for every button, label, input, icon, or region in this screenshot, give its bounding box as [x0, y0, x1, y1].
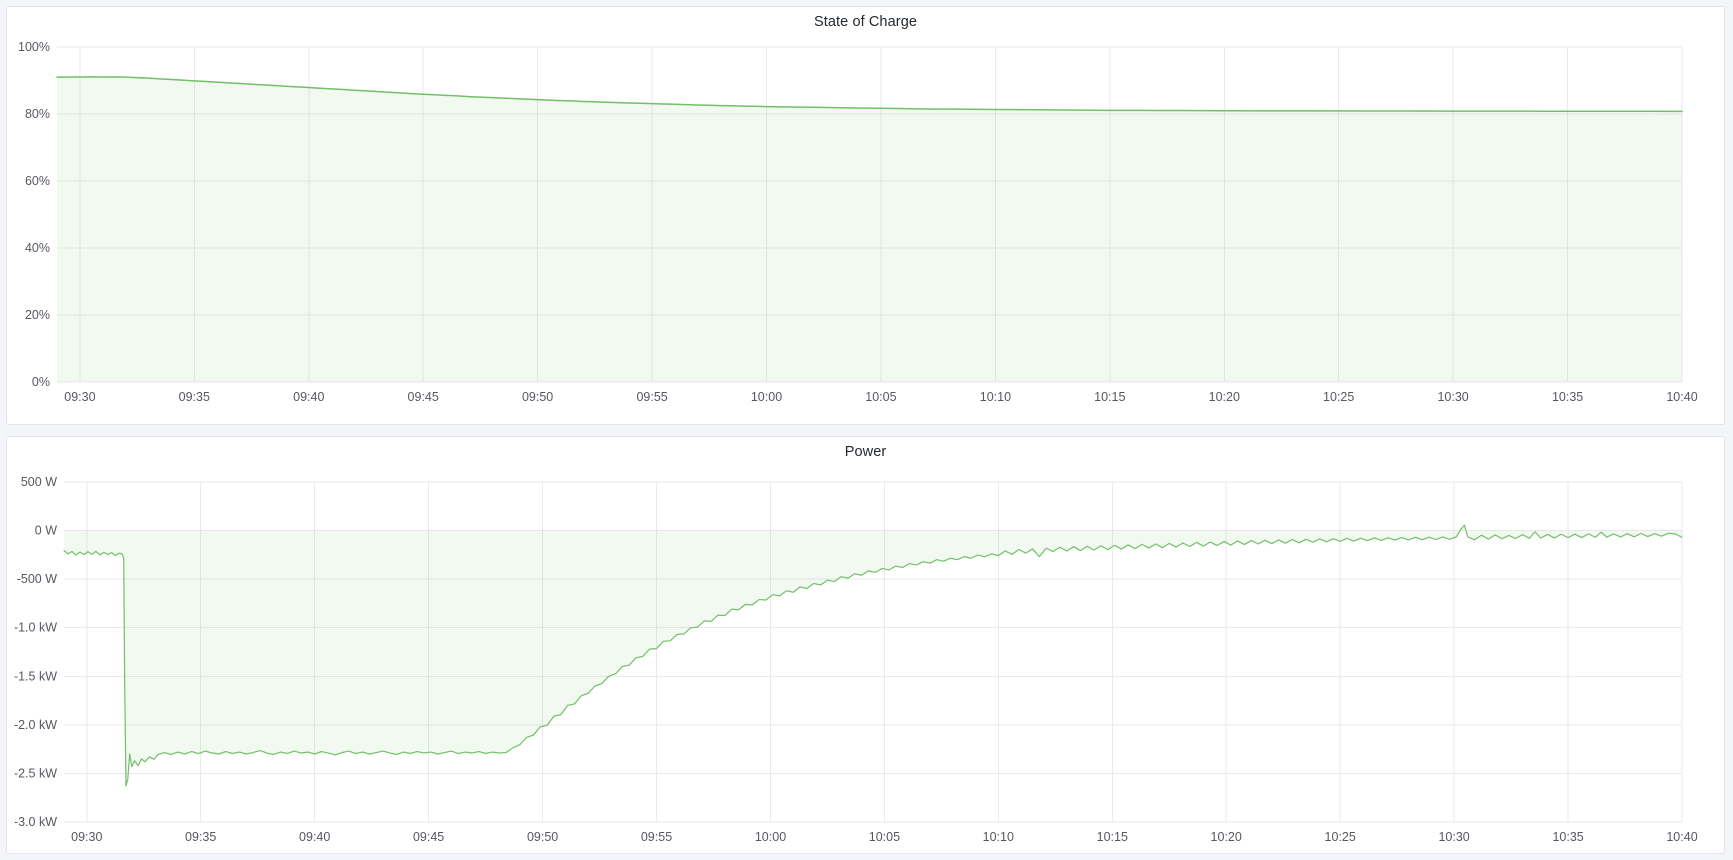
panel-title-power: Power	[844, 444, 887, 460]
x-tick-label: 10:30	[1437, 390, 1468, 404]
panel-header-state-of-charge[interactable]: State of Charge	[7, 7, 1724, 37]
x-tick-label: 09:35	[179, 390, 210, 404]
x-tick-label: 10:05	[869, 830, 900, 844]
x-tick-label: 09:55	[641, 830, 672, 844]
x-tick-label: 09:45	[413, 830, 444, 844]
x-tick-label: 09:30	[64, 390, 95, 404]
y-tick-label: 0 W	[35, 524, 57, 538]
power-series-area	[64, 525, 1682, 787]
x-tick-label: 09:50	[527, 830, 558, 844]
x-tick-label: 10:15	[1094, 390, 1125, 404]
x-tick-label: 10:25	[1325, 830, 1356, 844]
x-tick-label: 10:20	[1211, 830, 1242, 844]
soc-series-area	[57, 76, 1682, 382]
x-tick-label: 10:05	[865, 390, 896, 404]
y-tick-label: 500 W	[21, 475, 57, 489]
y-tick-label: 40%	[25, 241, 50, 255]
y-tick-label: -500 W	[17, 572, 57, 586]
power-svg: 500 W 0 W -500 W -1.0 kW -1.5 kW -2.0 kW -2.5 …	[14, 475, 1698, 844]
y-tick-label: -2.0 kW	[14, 718, 57, 732]
x-tick-label: 09:45	[408, 390, 439, 404]
x-tick-label: 10:35	[1552, 830, 1583, 844]
x-tick-label: 10:25	[1323, 390, 1354, 404]
x-tick-label: 10:10	[983, 830, 1014, 844]
state-of-charge-chart-plot[interactable]: 100% 80% 60% 40% 20% 0% 09:30 09:35 09:40 09:45 09…	[7, 37, 1724, 424]
x-tick-label: 09:40	[293, 390, 324, 404]
x-tick-label: 10:40	[1666, 390, 1697, 404]
y-tick-label: -3.0 kW	[14, 815, 57, 829]
panel-header-power[interactable]: Power	[7, 437, 1724, 467]
y-tick-label: -1.0 kW	[14, 621, 57, 635]
x-tick-label: 09:40	[299, 830, 330, 844]
soc-series-line	[56, 76, 1683, 113]
soc-svg: 100% 80% 60% 40% 20% 0% 09:30 09:35 09:40 09:45 09…	[18, 40, 1698, 404]
y-tick-label: 100%	[18, 40, 50, 54]
x-tick-label: 10:15	[1097, 830, 1128, 844]
y-tick-label: 0%	[32, 375, 50, 389]
x-tick-label: 10:40	[1666, 830, 1697, 844]
x-tick-label: 10:00	[751, 390, 782, 404]
y-tick-label: 60%	[25, 174, 50, 188]
y-tick-label: -1.5 kW	[14, 669, 57, 683]
x-tick-label: 09:55	[636, 390, 667, 404]
x-tick-label: 09:35	[185, 830, 216, 844]
x-tick-label: 10:35	[1552, 390, 1583, 404]
y-tick-label: -2.5 kW	[14, 766, 57, 780]
panel-power: Power 500 W 0 W -500 W -1.0 kW -1.5 kW -2.0 k…	[6, 436, 1725, 854]
panel-title-state-of-charge: State of Charge	[813, 14, 918, 30]
x-tick-label: 10:20	[1209, 390, 1240, 404]
x-tick-label: 10:30	[1438, 830, 1469, 844]
panel-state-of-charge: State of Charge 100% 80% 60% 40% 20% 0% 09:30 0…	[6, 6, 1725, 425]
y-tick-label: 80%	[25, 107, 50, 121]
power-series-line	[63, 524, 1683, 787]
power-chart-plot[interactable]: 500 W 0 W -500 W -1.0 kW -1.5 kW -2.0 kW -2.5 …	[7, 467, 1724, 853]
x-tick-label: 10:10	[980, 390, 1011, 404]
x-tick-label: 09:50	[522, 390, 553, 404]
y-tick-label: 20%	[25, 308, 50, 322]
x-tick-label: 10:00	[755, 830, 786, 844]
x-tick-label: 09:30	[71, 830, 102, 844]
